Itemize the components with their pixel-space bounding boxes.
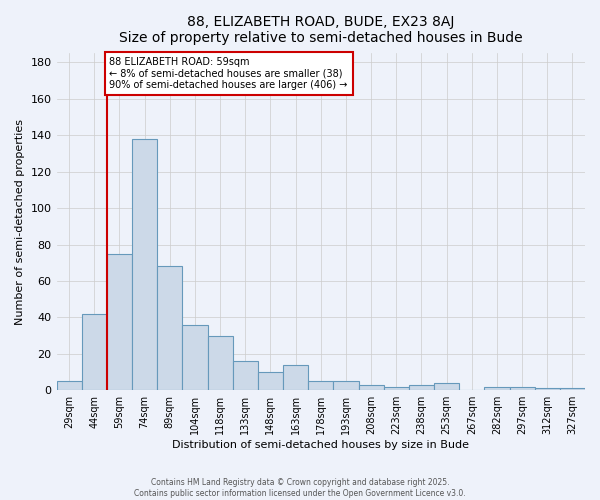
Bar (82, 314, 107, 390)
Bar (434, 383, 459, 390)
Bar (535, 388, 560, 390)
Bar (233, 361, 258, 390)
Bar (157, 266, 182, 390)
Title: 88, ELIZABETH ROAD, BUDE, EX23 8AJ
Size of property relative to semi-detached ho: 88, ELIZABETH ROAD, BUDE, EX23 8AJ Size … (119, 15, 523, 45)
X-axis label: Distribution of semi-detached houses by size in Bude: Distribution of semi-detached houses by … (172, 440, 469, 450)
Bar (334, 381, 359, 390)
Bar (208, 336, 233, 390)
Bar (560, 388, 585, 390)
Bar (484, 386, 509, 390)
Bar (359, 384, 383, 390)
Bar (182, 324, 208, 390)
Bar (56, 381, 82, 390)
Y-axis label: Number of semi-detached properties: Number of semi-detached properties (15, 119, 25, 325)
Text: 88 ELIZABETH ROAD: 59sqm
← 8% of semi-detached houses are smaller (38)
90% of se: 88 ELIZABETH ROAD: 59sqm ← 8% of semi-de… (109, 57, 348, 90)
Bar (383, 386, 409, 390)
Bar (409, 384, 434, 390)
Text: Contains HM Land Registry data © Crown copyright and database right 2025.
Contai: Contains HM Land Registry data © Crown c… (134, 478, 466, 498)
Bar (283, 364, 308, 390)
Bar (132, 139, 157, 390)
Bar (509, 386, 535, 390)
Bar (107, 254, 132, 390)
Bar (308, 381, 334, 390)
Bar (258, 372, 283, 390)
